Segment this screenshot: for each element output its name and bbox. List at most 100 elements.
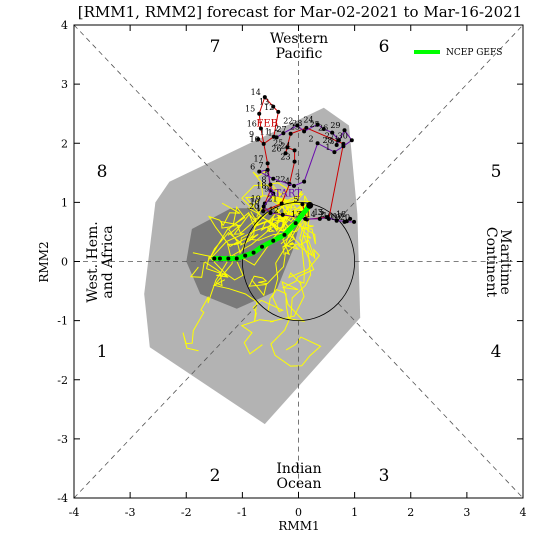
mar-observed-day-label: 15 [313, 208, 323, 217]
mar-observed-day-label: 29 [330, 121, 340, 130]
feb-observed-day-label: 21 [267, 195, 277, 204]
feb-observed-point [258, 126, 263, 131]
ensemble-mean-point [282, 232, 287, 237]
phase-3: 3 [379, 466, 390, 486]
mar-observed-point [341, 144, 346, 149]
mar-observed-point [265, 167, 270, 172]
mar-observed-day-label: 5 [264, 170, 269, 179]
feb-label: FEB [256, 119, 278, 130]
mar-observed-day-label: 18 [336, 210, 346, 219]
mar-observed-point [330, 130, 335, 135]
feb-observed-day-label: 20 [249, 202, 259, 211]
mar-observed-point [271, 191, 276, 196]
mar-observed-point [348, 216, 353, 221]
region-label-maritime-2: Continent [483, 227, 499, 298]
mar-observed-point [334, 143, 339, 148]
x-axis-label: RMM1 [278, 519, 319, 533]
ensemble-mean-point [260, 244, 265, 249]
feb-observed-point [261, 141, 266, 146]
observed-trajectory-layer: 9101112131415161718192021222324252627281… [245, 88, 357, 224]
region-label-west-hem-2: and Africa [100, 225, 116, 298]
mar-observed-day-label: 4 [285, 177, 290, 186]
phase-8: 8 [97, 162, 108, 182]
mar-observed-point [321, 127, 326, 132]
y-tick-label: -2 [57, 374, 68, 387]
region-label-western-pacific-1: Western [270, 31, 328, 47]
feb-observed-point [265, 161, 270, 166]
x-tick-label: 4 [520, 506, 527, 519]
mar-observed-day-label: 3 [295, 173, 300, 182]
mar-observed-day-label: 30 [338, 131, 348, 140]
ensemble-member-track [287, 204, 321, 285]
ensemble-mean-point [212, 256, 217, 261]
mar-observed-day-label: 24 [303, 115, 313, 124]
y-axis-label: RMM2 [37, 241, 51, 282]
feb-observed-day-label: 18 [256, 182, 266, 191]
chart-title: [RMM1, RMM2] forecast for Mar-02-2021 to… [78, 3, 522, 21]
feb-observed-day-label: 1 [334, 135, 339, 144]
feb-observed-day-label: 17 [253, 154, 263, 163]
y-tick-label: 2 [61, 137, 68, 150]
region-label-west-hem-1: West. Hem. [85, 221, 101, 302]
mar-observed-day-label: 8 [261, 176, 266, 185]
feb-observed-day-label: 14 [251, 88, 261, 97]
feb-observed-point [257, 111, 262, 116]
y-tick-label: 3 [61, 78, 68, 91]
mar-observed-point [281, 131, 286, 136]
mar-observed-day-label: 9 [264, 185, 269, 194]
ensemble-member-track [241, 168, 310, 218]
ensemble-mean-point [226, 256, 231, 261]
ensemble-member-track [182, 204, 310, 352]
mar-observed-day-label: 27 [325, 131, 335, 140]
mar-observed-point [295, 123, 300, 128]
ensemble-mean-point [243, 253, 248, 258]
mar-observed-day-label: 2 [274, 124, 279, 133]
mar-observed-day-label: 7 [259, 161, 264, 170]
region-label-indian-ocean-2: Ocean [277, 476, 322, 492]
feb-observed-day-label: 15 [245, 105, 255, 114]
ensemble-member-track [206, 204, 310, 287]
feb-observed-point [283, 151, 288, 156]
mar-observed-point [336, 138, 341, 143]
x-tick-label: 0 [295, 506, 302, 519]
mar-observed-day-label: 31 [329, 137, 339, 146]
ensemble-member-track [267, 205, 315, 323]
ensemble-mean-layer [211, 201, 314, 261]
ensemble-mean-start-point [306, 201, 314, 209]
phase-2: 2 [210, 466, 221, 486]
x-tick-label: -4 [69, 506, 80, 519]
ensemble-member-track [270, 205, 322, 367]
ensemble-member-track [207, 202, 310, 248]
y-tick-label: 1 [61, 196, 68, 209]
mar-observed-point [268, 211, 273, 216]
mar-observed-point [280, 212, 285, 217]
y-tick-label: -4 [57, 492, 68, 505]
feb-observed-point [262, 95, 267, 100]
mar-observed-point [342, 219, 347, 224]
feb-observed-day-label: 11 [260, 128, 270, 137]
feb-observed-day-label: 27 [276, 125, 286, 134]
phase-5: 5 [491, 162, 502, 182]
y-tick-label: 0 [61, 256, 68, 269]
x-tick-label: -3 [125, 506, 136, 519]
region-label-western-pacific-2: Pacific [276, 46, 323, 62]
mar-observed-point [271, 176, 276, 181]
mar-observed-point [325, 215, 330, 220]
unit-circle [241, 201, 356, 322]
x-tick-label: 1 [351, 506, 358, 519]
mar-observed-point [315, 122, 320, 127]
phase-1: 1 [97, 342, 108, 362]
ensemble-mean-point [271, 238, 276, 243]
feb-observed-day-label: 9 [249, 130, 254, 139]
feb-observed-day-label: 3 [317, 208, 322, 217]
ensemble-mean-point [217, 256, 222, 261]
feb-observed-day-label: 28 [292, 119, 302, 128]
mar-observed-point [349, 138, 354, 143]
start-label: START [268, 188, 303, 199]
feb-observed-point [285, 145, 290, 150]
feb-observed-point [304, 125, 309, 130]
x-tick-label: 3 [463, 506, 470, 519]
feb-observed-day-label: 25 [273, 138, 283, 147]
ensemble-mean-point [234, 256, 239, 261]
